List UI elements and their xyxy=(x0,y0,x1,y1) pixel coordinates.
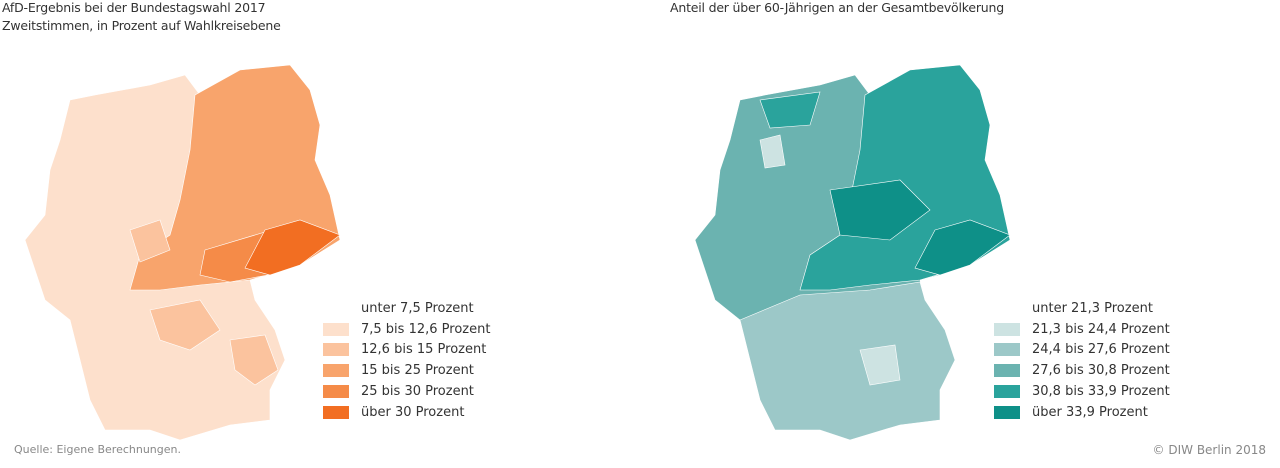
legend-swatch xyxy=(323,302,349,315)
legend-swatch xyxy=(323,343,349,357)
legend-item: über 33,9 Prozent xyxy=(994,402,1170,423)
legend-swatch xyxy=(994,405,1020,419)
legend-swatch xyxy=(323,364,349,378)
legend-item: über 30 Prozent xyxy=(323,402,490,423)
legend-swatch xyxy=(323,405,349,419)
legend-label: 15 bis 25 Prozent xyxy=(361,363,474,379)
left-legend: unter 7,5 Prozent 7,5 bis 12,6 Prozent 1… xyxy=(323,298,490,423)
legend-item: 15 bis 25 Prozent xyxy=(323,360,490,381)
legend-item: 7,5 bis 12,6 Prozent xyxy=(323,319,490,340)
legend-swatch xyxy=(994,364,1020,378)
region-patch xyxy=(759,134,786,169)
legend-label: 30,8 bis 33,9 Prozent xyxy=(1032,384,1170,400)
legend-swatch xyxy=(323,322,349,336)
afd-map xyxy=(24,64,341,441)
legend-item: 12,6 bis 15 Prozent xyxy=(323,340,490,361)
region-patch xyxy=(149,299,221,351)
legend-item: 25 bis 30 Prozent xyxy=(323,381,490,402)
legend-swatch xyxy=(994,302,1020,315)
legend-swatch xyxy=(994,343,1020,357)
legend-label: über 33,9 Prozent xyxy=(1032,404,1148,420)
title: AfD-Ergebnis bei der Bundestagswahl 2017 xyxy=(2,0,266,15)
legend-label: unter 21,3 Prozent xyxy=(1032,300,1153,316)
legend-item: 24,4 bis 27,6 Prozent xyxy=(994,340,1170,361)
legend-label: unter 7,5 Prozent xyxy=(361,300,474,316)
right-legend: unter 21,3 Prozent 21,3 bis 24,4 Prozent… xyxy=(994,298,1170,423)
legend-swatch xyxy=(994,385,1020,399)
legend-label: über 30 Prozent xyxy=(361,404,465,420)
legend-swatch xyxy=(994,322,1020,336)
region-patch xyxy=(759,91,821,129)
copyright: © DIW Berlin 2018 xyxy=(1152,443,1266,457)
legend-label: 25 bis 30 Prozent xyxy=(361,384,474,400)
legend-item: 21,3 bis 24,4 Prozent xyxy=(994,319,1170,340)
legend-item: 27,6 bis 30,8 Prozent xyxy=(994,360,1170,381)
age-map xyxy=(694,64,1011,441)
legend-item: unter 7,5 Prozent xyxy=(323,298,490,319)
legend-label: 24,4 bis 27,6 Prozent xyxy=(1032,342,1170,358)
legend-item: 30,8 bis 33,9 Prozent xyxy=(994,381,1170,402)
subtitle: Zweitstimmen, in Prozent auf Wahlkreiseb… xyxy=(2,18,281,33)
region-patch xyxy=(129,219,171,263)
legend-item: unter 21,3 Prozent xyxy=(994,298,1170,319)
legend-label: 12,6 bis 15 Prozent xyxy=(361,342,487,358)
source-note: Quelle: Eigene Berechnungen. xyxy=(14,443,181,456)
region-patch xyxy=(859,344,901,386)
legend-label: 7,5 bis 12,6 Prozent xyxy=(361,321,491,337)
legend-swatch xyxy=(323,385,349,399)
left-map-title: AfD-Ergebnis bei der Bundestagswahl 2017… xyxy=(2,0,281,35)
region-patch xyxy=(829,179,931,241)
legend-label: 21,3 bis 24,4 Prozent xyxy=(1032,321,1170,337)
right-map-title: Anteil der über 60-Jährigen an der Gesam… xyxy=(670,0,1004,15)
legend-label: 27,6 bis 30,8 Prozent xyxy=(1032,363,1170,379)
region-patch xyxy=(229,334,279,386)
